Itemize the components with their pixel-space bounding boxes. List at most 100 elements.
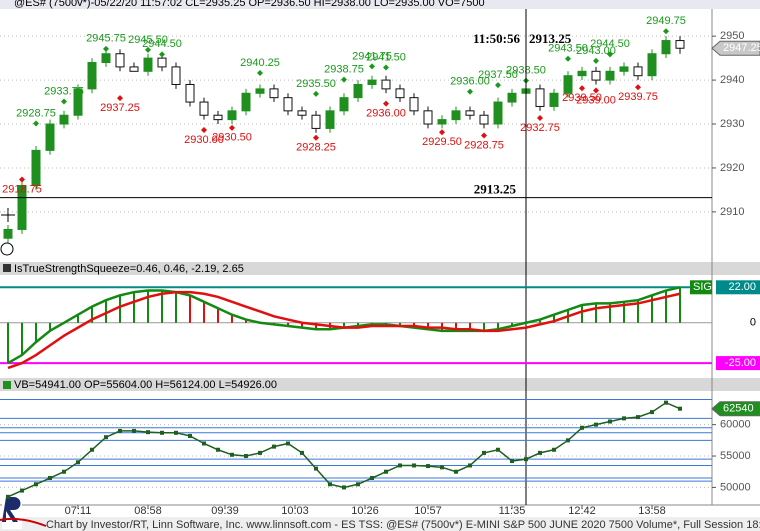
y-tick-label: 2910: [720, 206, 744, 218]
swing-marker: [383, 100, 389, 107]
swing-label: 2935.50: [296, 78, 336, 90]
vb-bar: [538, 450, 542, 455]
swing-label: 2939.50: [562, 92, 602, 104]
candle-body: [325, 110, 335, 129]
candle-body: [73, 88, 83, 116]
swing-marker: [579, 85, 585, 92]
vb-bar: [118, 428, 122, 433]
candle-body: [199, 101, 209, 116]
vb-bar: [650, 410, 654, 415]
swing-label: 2943.50: [548, 43, 588, 55]
swing-marker: [565, 55, 571, 62]
vb-bar: [300, 450, 304, 455]
swing-label: 2941.50: [366, 51, 406, 63]
swing-label: 2939.75: [618, 91, 658, 103]
swing-marker: [313, 134, 319, 141]
series-line: [7, 290, 681, 370]
candle-body: [409, 97, 419, 112]
swing-label: 2945.50: [128, 34, 168, 46]
swing-marker: [467, 88, 473, 95]
vb-bar: [426, 464, 430, 469]
last-label: 2947.25: [723, 42, 760, 54]
x-tick-label: 13:58: [638, 505, 666, 517]
swing-label: 2944.50: [590, 38, 630, 50]
last-marker: [711, 40, 760, 56]
swing-marker: [663, 28, 669, 35]
swing-marker: [439, 129, 445, 136]
swing-label: 2945.75: [86, 33, 126, 45]
candle-body: [619, 66, 629, 72]
candle-body: [381, 79, 391, 90]
x-tick-label: 09:39: [211, 505, 239, 517]
vb-icon: [3, 381, 11, 389]
candle-body: [213, 114, 223, 121]
swing-marker: [383, 64, 389, 71]
vb-bar: [258, 450, 262, 455]
vb-bar: [48, 476, 52, 481]
candle-body: [535, 88, 545, 107]
vb-bar: [664, 400, 668, 405]
candle-body: [661, 40, 671, 55]
swing-label: 2933.75: [44, 85, 84, 97]
swing-marker: [607, 51, 613, 58]
candle-body: [647, 53, 657, 77]
swing-label: 2944.50: [142, 38, 182, 50]
crosshair-price: 2913.25: [529, 31, 572, 46]
y-tick-label: 2940: [720, 74, 744, 86]
swing-label: 2938.75: [324, 63, 364, 75]
legend-tag: [690, 280, 712, 295]
swing-label: 2932.75: [520, 122, 560, 134]
crosshair-time: 11:50:56: [473, 31, 520, 46]
candle-body: [493, 101, 503, 125]
last-label: 62540: [723, 403, 754, 415]
swing-label: 2928.25: [296, 142, 336, 154]
x-tick-label: 10:26: [351, 505, 379, 517]
last-marker: [711, 401, 760, 417]
vb-bar: [174, 430, 178, 435]
vb-header: VB=54941.00 OP=55604.00 H=56124.00 L=549…: [14, 379, 277, 391]
vb-bar: [580, 425, 584, 430]
swing-label: 2943.00: [576, 45, 616, 57]
vb-bar: [608, 419, 612, 424]
vb-bar: [90, 447, 94, 452]
level-label: -25.00: [725, 357, 756, 369]
crosshair-price-axis: 2913.25: [474, 182, 517, 197]
level-tag: [716, 356, 760, 371]
vb-bar: [454, 469, 458, 474]
candle-body: [269, 88, 279, 99]
vb-bar: [678, 406, 682, 411]
candle-body: [157, 57, 167, 68]
swing-marker: [257, 69, 263, 76]
level-tag: [716, 280, 760, 295]
x-tick-label: 07:11: [65, 505, 92, 517]
swing-label: 2940.25: [240, 57, 280, 69]
logo: [0, 495, 47, 529]
swing-marker: [313, 90, 319, 97]
swing-marker: [33, 120, 39, 127]
candle-body: [101, 53, 111, 64]
candle-body: [3, 228, 13, 239]
vb-bar: [244, 454, 248, 459]
swing-marker: [117, 95, 123, 102]
y-tick-label: 50000: [720, 481, 751, 493]
swing-marker: [103, 45, 109, 52]
swing-label: 2929.50: [422, 136, 462, 148]
swing-marker: [635, 84, 641, 91]
candle-body: [171, 66, 181, 85]
candle-body: [479, 114, 489, 125]
candle-body: [563, 75, 573, 94]
vb-bar: [594, 422, 598, 427]
vb-bar: [482, 450, 486, 455]
swing-marker: [537, 114, 543, 121]
swing-marker: [19, 176, 25, 183]
candle-body: [437, 119, 447, 125]
swing-label: 2930.50: [212, 132, 252, 144]
crosshair-icon: [0, 208, 15, 256]
candle-body: [241, 92, 251, 112]
swing-marker: [481, 132, 487, 139]
swing-marker: [341, 76, 347, 83]
swing-label: 2918.75: [2, 183, 42, 195]
vb-bar: [496, 447, 500, 452]
candle-body: [605, 70, 615, 81]
